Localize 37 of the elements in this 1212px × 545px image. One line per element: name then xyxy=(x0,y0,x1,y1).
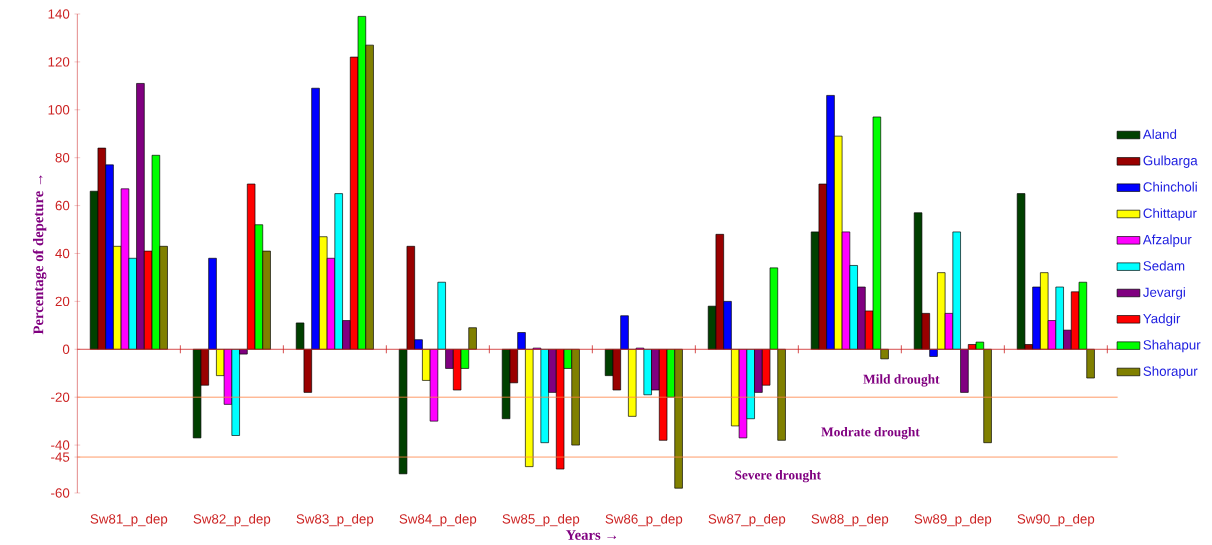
x-tick-label: Sw85_p_dep xyxy=(502,513,580,527)
y-tick-label: 80 xyxy=(55,152,70,163)
legend-label: Chincholi xyxy=(1143,181,1197,192)
annotation: Severe drought xyxy=(735,470,821,483)
x-tick-label: Sw82_p_dep xyxy=(193,513,271,527)
y-axis-title: Percentage of depeture → xyxy=(32,175,47,335)
legend-label: Jevargi xyxy=(1143,287,1185,300)
y-tick-label: 40 xyxy=(55,248,70,259)
y-tick-label: -45 xyxy=(51,452,70,462)
legend-label: Afzalpur xyxy=(1142,234,1192,247)
y-tick-label: 120 xyxy=(48,57,70,67)
legend-label: Shahapur xyxy=(1143,339,1201,353)
x-tick-label: Sw84_p_dep xyxy=(399,513,477,527)
x-tick-label: Sw89_p_dep xyxy=(914,513,992,527)
y-tick-label: -60 xyxy=(51,488,70,498)
y-tick-label: 60 xyxy=(55,200,70,211)
y-tick-label: 20 xyxy=(55,296,70,307)
legend-label: Gulbarga xyxy=(1143,155,1198,168)
y-tick-label: -20 xyxy=(51,392,70,402)
legend-label: Sedam xyxy=(1143,260,1185,271)
legend-label: Yadgir xyxy=(1143,313,1181,326)
legend-label: Shorapur xyxy=(1143,366,1198,379)
y-tick-label: 0 xyxy=(62,344,70,354)
x-tick-label: Sw88_p_dep xyxy=(811,513,889,527)
x-axis-title: Years → xyxy=(565,530,617,540)
legend-label: Chittapur xyxy=(1143,208,1197,221)
legend-label: Aland xyxy=(1142,129,1177,139)
y-tick-label: 100 xyxy=(48,105,70,115)
annotation: Mild drought xyxy=(863,374,940,387)
x-tick-label: Sw83_p_dep xyxy=(296,513,374,527)
y-tick-label: -40 xyxy=(51,440,70,450)
x-tick-label: Sw87_p_dep xyxy=(708,513,786,527)
x-tick-label: Sw86_p_dep xyxy=(605,513,683,527)
x-tick-label: Sw81_p_dep xyxy=(90,513,168,527)
x-tick-label: Sw90_p_dep xyxy=(1017,513,1095,527)
y-tick-label: 140 xyxy=(48,9,70,19)
annotation: Modrate drought xyxy=(821,427,920,440)
